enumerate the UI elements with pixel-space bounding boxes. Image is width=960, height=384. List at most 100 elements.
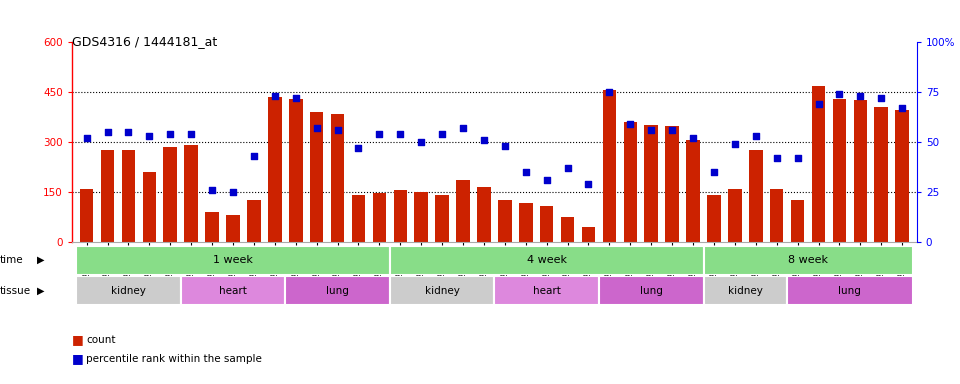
Point bbox=[309, 125, 324, 131]
Bar bbox=[540, 206, 554, 242]
Bar bbox=[184, 146, 198, 242]
Bar bbox=[331, 114, 345, 242]
Bar bbox=[665, 126, 679, 242]
Text: lung: lung bbox=[326, 286, 349, 296]
Bar bbox=[770, 189, 783, 242]
Point bbox=[435, 131, 450, 137]
Point bbox=[581, 181, 596, 187]
Text: time: time bbox=[0, 255, 24, 265]
Bar bbox=[791, 200, 804, 242]
Bar bbox=[708, 195, 721, 242]
Bar bbox=[310, 112, 324, 242]
Text: count: count bbox=[86, 335, 116, 345]
Point bbox=[79, 135, 94, 141]
Point bbox=[121, 129, 136, 135]
Text: 1 week: 1 week bbox=[213, 255, 252, 265]
Point bbox=[685, 135, 701, 141]
Bar bbox=[686, 141, 700, 242]
Bar bbox=[749, 151, 762, 242]
Text: 4 week: 4 week bbox=[527, 255, 566, 265]
Bar bbox=[289, 99, 302, 242]
Point bbox=[769, 155, 784, 161]
Point bbox=[204, 187, 220, 193]
Bar bbox=[180, 276, 285, 305]
Text: ▶: ▶ bbox=[36, 255, 44, 265]
Point bbox=[874, 95, 889, 101]
Bar bbox=[163, 147, 177, 242]
Text: percentile rank within the sample: percentile rank within the sample bbox=[86, 354, 262, 364]
Bar bbox=[456, 180, 469, 242]
Text: tissue: tissue bbox=[0, 286, 31, 296]
Point bbox=[247, 153, 262, 159]
Point bbox=[518, 169, 534, 175]
Bar bbox=[477, 187, 491, 242]
Bar bbox=[351, 195, 365, 242]
Point bbox=[267, 93, 282, 99]
Point bbox=[748, 133, 763, 139]
Bar bbox=[498, 200, 512, 242]
Text: kidney: kidney bbox=[728, 286, 763, 296]
Bar bbox=[582, 227, 595, 242]
Point bbox=[831, 91, 847, 97]
Point bbox=[602, 89, 617, 95]
Text: 8 week: 8 week bbox=[788, 255, 828, 265]
Point bbox=[142, 133, 157, 139]
Text: ■: ■ bbox=[72, 353, 84, 366]
Bar bbox=[394, 190, 407, 242]
Text: ■: ■ bbox=[72, 333, 84, 346]
Text: kidney: kidney bbox=[424, 286, 460, 296]
Bar bbox=[561, 217, 574, 242]
Text: heart: heart bbox=[533, 286, 561, 296]
Point bbox=[643, 127, 659, 133]
Bar bbox=[247, 200, 261, 242]
Point bbox=[852, 93, 868, 99]
Point bbox=[288, 95, 303, 101]
Point bbox=[162, 131, 178, 137]
Bar bbox=[101, 151, 114, 242]
Bar bbox=[599, 276, 704, 305]
Bar bbox=[494, 276, 599, 305]
Point bbox=[811, 101, 827, 107]
Bar bbox=[390, 246, 704, 275]
Point bbox=[707, 169, 722, 175]
Text: lung: lung bbox=[639, 286, 662, 296]
Bar bbox=[624, 122, 637, 242]
Bar bbox=[390, 276, 494, 305]
Point bbox=[727, 141, 742, 147]
Bar bbox=[853, 101, 867, 242]
Point bbox=[497, 143, 513, 149]
Text: lung: lung bbox=[838, 286, 861, 296]
Bar bbox=[728, 189, 742, 242]
Bar bbox=[122, 151, 135, 242]
Bar bbox=[76, 276, 180, 305]
Bar bbox=[644, 126, 658, 242]
Bar bbox=[704, 246, 913, 275]
Bar bbox=[787, 276, 913, 305]
Point bbox=[350, 145, 366, 151]
Bar bbox=[603, 91, 616, 242]
Bar bbox=[704, 276, 787, 305]
Point bbox=[100, 129, 115, 135]
Bar bbox=[435, 195, 449, 242]
Bar bbox=[205, 212, 219, 242]
Point bbox=[226, 189, 241, 195]
Bar bbox=[76, 246, 390, 275]
Text: ▶: ▶ bbox=[36, 286, 44, 296]
Bar bbox=[268, 97, 281, 242]
Bar bbox=[372, 193, 386, 242]
Point bbox=[560, 165, 575, 171]
Bar bbox=[285, 276, 390, 305]
Bar bbox=[896, 111, 909, 242]
Point bbox=[372, 131, 387, 137]
Point bbox=[664, 127, 680, 133]
Point bbox=[895, 105, 910, 111]
Bar bbox=[80, 189, 93, 242]
Point bbox=[539, 177, 554, 183]
Text: GDS4316 / 1444181_at: GDS4316 / 1444181_at bbox=[72, 35, 217, 48]
Bar bbox=[812, 86, 826, 242]
Bar bbox=[415, 192, 428, 242]
Point bbox=[183, 131, 199, 137]
Point bbox=[790, 155, 805, 161]
Point bbox=[623, 121, 638, 127]
Text: kidney: kidney bbox=[111, 286, 146, 296]
